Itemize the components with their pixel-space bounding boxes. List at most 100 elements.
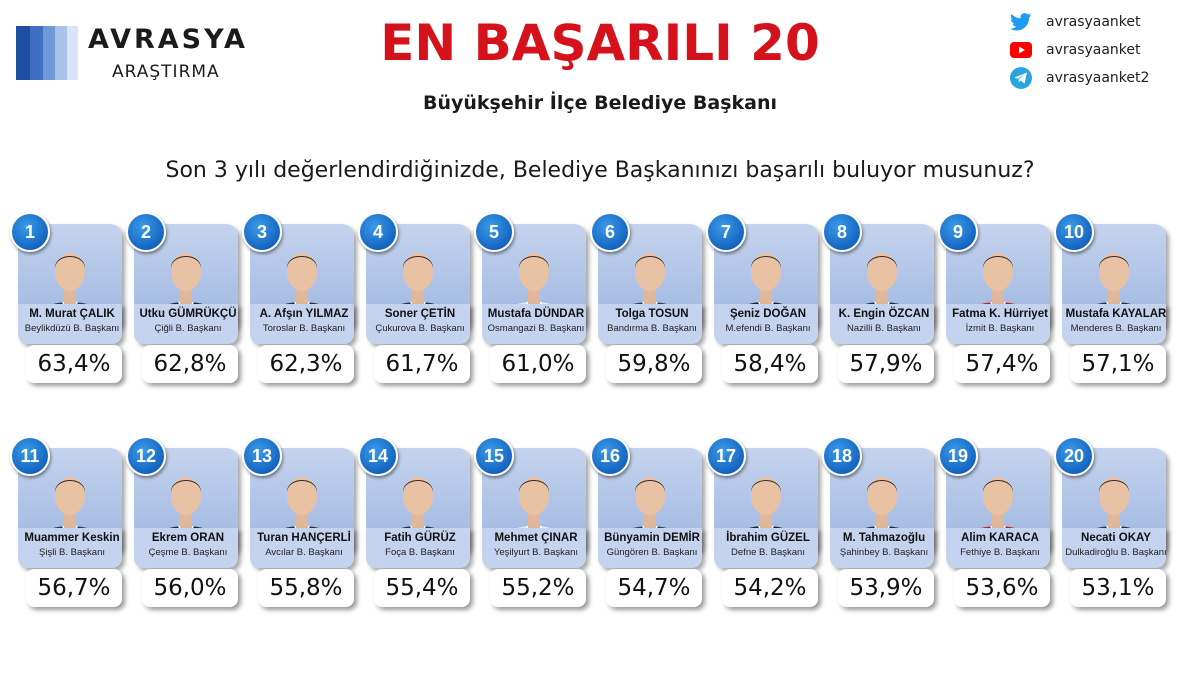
name-panel — [250, 528, 354, 568]
mayor-card: 8 K. Engin ÖZCAN Nazilli B. Başkanı 57,9% — [822, 212, 938, 387]
mayor-name: İbrahim GÜZEL — [726, 532, 810, 544]
name-panel — [1062, 528, 1166, 568]
name-panel — [366, 528, 470, 568]
mayor-name: Soner ÇETİN — [384, 308, 456, 320]
mayor-office: Defne B. Başkanı — [731, 547, 805, 558]
approval-percent: 57,1% — [1070, 345, 1166, 383]
name-panel — [946, 528, 1050, 568]
page-title: EN BAŞARILI 20 — [380, 14, 820, 72]
mayor-name: Mustafa KAYALAR — [1065, 308, 1167, 320]
mayor-office: Menderes B. Başkanı — [1070, 323, 1162, 334]
mayor-name: Şeniz DOĞAN — [729, 308, 807, 320]
mayor-office: Beylikdüzü B. Başkanı — [24, 323, 120, 334]
mayor-office: İzmit B. Başkanı — [965, 323, 1035, 334]
mayor-card: 20 Necati OKAY Dulkadiroğlu B. Başkanı 53,1… — [1054, 436, 1170, 611]
approval-percent: 62,8% — [142, 345, 238, 383]
mayor-card: 16 Bünyamin DEMİR Güngören B. Başkanı 54,7% — [590, 436, 706, 611]
telegram-icon — [1010, 67, 1032, 89]
logo-bar — [43, 26, 55, 80]
logo-bar — [16, 26, 30, 80]
approval-percent: 63,4% — [26, 345, 122, 383]
name-panel — [714, 528, 818, 568]
avrasya-logo: AVRASYA ARAŞTIRMA — [16, 24, 256, 84]
mayor-office: Fethiye B. Başkanı — [960, 547, 1040, 558]
mayor-office: M.efendi B. Başkanı — [725, 323, 811, 334]
mayor-card: 13 Turan HANÇERLİ Avcılar B. Başkanı 55,8% — [242, 436, 358, 611]
social-telegram[interactable]: avrasyaanket2 — [1010, 64, 1195, 92]
rank-badge: 13 — [242, 436, 282, 476]
mayor-card: 14 Fatih GÜRÜZ Foça B. Başkanı 55,4% — [358, 436, 474, 611]
name-panel — [134, 304, 238, 344]
mayor-office: Bandırma B. Başkanı — [607, 323, 697, 334]
mayor-card: 6 Tolga TOSUN Bandırma B. Başkanı 59,8% — [590, 212, 706, 387]
rank-badge: 1 — [10, 212, 50, 252]
rank-badge: 18 — [822, 436, 862, 476]
youtube-icon — [1010, 39, 1032, 61]
mayor-name: M. Tahmazoğlu — [842, 532, 926, 544]
name-panel — [482, 528, 586, 568]
approval-percent: 61,0% — [490, 345, 586, 383]
approval-percent: 55,4% — [374, 569, 470, 607]
name-panel — [18, 304, 122, 344]
social-youtube[interactable]: avrasyaanket — [1010, 36, 1195, 64]
mayor-card: 2 Utku GÜMRÜKÇÜ Çiğli B. Başkanı 62,8% — [126, 212, 242, 387]
name-panel — [482, 304, 586, 344]
rank-badge: 14 — [358, 436, 398, 476]
mayor-name: Necati OKAY — [1081, 532, 1151, 544]
rank-badge: 17 — [706, 436, 746, 476]
mayor-office: Çukurova B. Başkanı — [375, 323, 465, 334]
approval-percent: 55,2% — [490, 569, 586, 607]
name-panel — [366, 304, 470, 344]
mayor-name: Mehmet ÇINAR — [494, 532, 578, 544]
rank-badge: 8 — [822, 212, 862, 252]
social-links: avrasyaanket avrasyaanket avrasyaanket2 — [1010, 8, 1195, 92]
name-panel — [250, 304, 354, 344]
approval-percent: 54,7% — [606, 569, 702, 607]
mayor-office: Yeşilyurt B. Başkanı — [493, 547, 579, 558]
rank-badge: 3 — [242, 212, 282, 252]
mayor-name: Fatih GÜRÜZ — [384, 532, 456, 544]
rank-badge: 16 — [590, 436, 630, 476]
mayor-name: Muammer Keskin — [24, 532, 120, 544]
logo-bar — [67, 26, 78, 80]
mayor-card: 11 Muammer Keskin Şişli B. Başkanı 56,7% — [10, 436, 126, 611]
rank-badge: 10 — [1054, 212, 1094, 252]
mayor-card: 4 Soner ÇETİN Çukurova B. Başkanı 61,7% — [358, 212, 474, 387]
mayor-card: 15 Mehmet ÇINAR Yeşilyurt B. Başkanı 55,2% — [474, 436, 590, 611]
rank-badge: 5 — [474, 212, 514, 252]
mayor-name: Turan HANÇERLİ — [257, 532, 351, 544]
mayor-card: 12 Ekrem ORAN Çeşme B. Başkanı 56,0% — [126, 436, 242, 611]
mayor-office: Foça B. Başkanı — [385, 547, 455, 558]
rank-badge: 9 — [938, 212, 978, 252]
approval-percent: 53,1% — [1070, 569, 1166, 607]
logo-subtitle: ARAŞTIRMA — [112, 62, 220, 82]
approval-percent: 62,3% — [258, 345, 354, 383]
rank-badge: 19 — [938, 436, 978, 476]
social-twitter[interactable]: avrasyaanket — [1010, 8, 1195, 36]
name-panel — [1062, 304, 1166, 344]
mayor-name: Bünyamin DEMİR — [604, 532, 700, 544]
mayor-name: Mustafa DÜNDAR — [487, 308, 585, 320]
mayor-office: Dulkadiroğlu B. Başkanı — [1065, 547, 1167, 558]
name-panel — [830, 528, 934, 568]
approval-percent: 59,8% — [606, 345, 702, 383]
mayor-name: Alim KARACA — [961, 532, 1039, 544]
approval-percent: 56,7% — [26, 569, 122, 607]
twitter-icon — [1010, 11, 1032, 33]
approval-percent: 58,4% — [722, 345, 818, 383]
approval-percent: 57,9% — [838, 345, 934, 383]
name-panel — [598, 304, 702, 344]
approval-percent: 53,6% — [954, 569, 1050, 607]
name-panel — [830, 304, 934, 344]
logo-bar — [55, 26, 67, 80]
rank-badge: 2 — [126, 212, 166, 252]
rank-badge: 12 — [126, 436, 166, 476]
name-panel — [134, 528, 238, 568]
mayor-card: 18 M. Tahmazoğlu Şahinbey B. Başkanı 53,9% — [822, 436, 938, 611]
mayor-card: 19 Alim KARACA Fethiye B. Başkanı 53,6% — [938, 436, 1054, 611]
rank-badge: 7 — [706, 212, 746, 252]
rank-badge: 20 — [1054, 436, 1094, 476]
mayor-name: K. Engin ÖZCAN — [838, 308, 930, 320]
mayor-office: Nazilli B. Başkanı — [847, 323, 921, 334]
